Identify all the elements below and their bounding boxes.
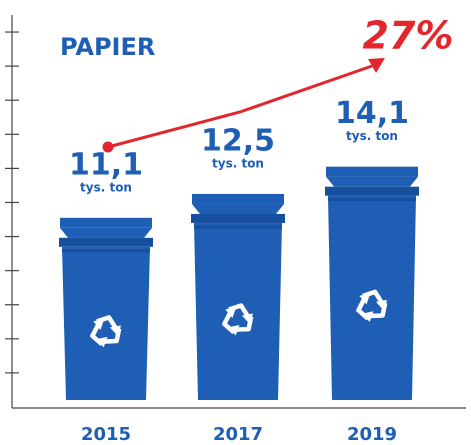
bin-lid — [60, 218, 152, 228]
bin-lid-neck — [192, 204, 284, 214]
bin-body — [194, 223, 282, 400]
value-label: 11,1 — [69, 147, 143, 182]
bin-body — [62, 247, 150, 400]
chart: PAPIER 27% 11,1tys. ton201512,5tys. ton2… — [0, 0, 471, 445]
x-tick-label: 2015 — [81, 424, 131, 445]
growth-annotation: 27% — [363, 14, 454, 58]
bin-rim — [59, 238, 153, 247]
x-tick-label: 2017 — [213, 424, 263, 445]
bin-lid — [192, 194, 284, 204]
bin-lid-neck — [60, 228, 152, 238]
value-label: 12,5 — [201, 123, 275, 158]
chart-title: PAPIER — [60, 33, 155, 61]
bin-lid-neck — [326, 177, 418, 187]
bin-rim — [191, 214, 285, 223]
bin-lid — [326, 167, 418, 177]
bin-body — [328, 196, 416, 400]
bin — [191, 194, 285, 400]
unit-label: tys. ton — [346, 129, 398, 143]
bin-rim — [325, 187, 419, 196]
unit-label: tys. ton — [212, 156, 264, 170]
bin — [59, 218, 153, 400]
x-tick-label: 2019 — [347, 424, 397, 445]
value-label: 14,1 — [335, 96, 409, 131]
unit-label: tys. ton — [80, 180, 132, 194]
bin — [325, 167, 419, 400]
